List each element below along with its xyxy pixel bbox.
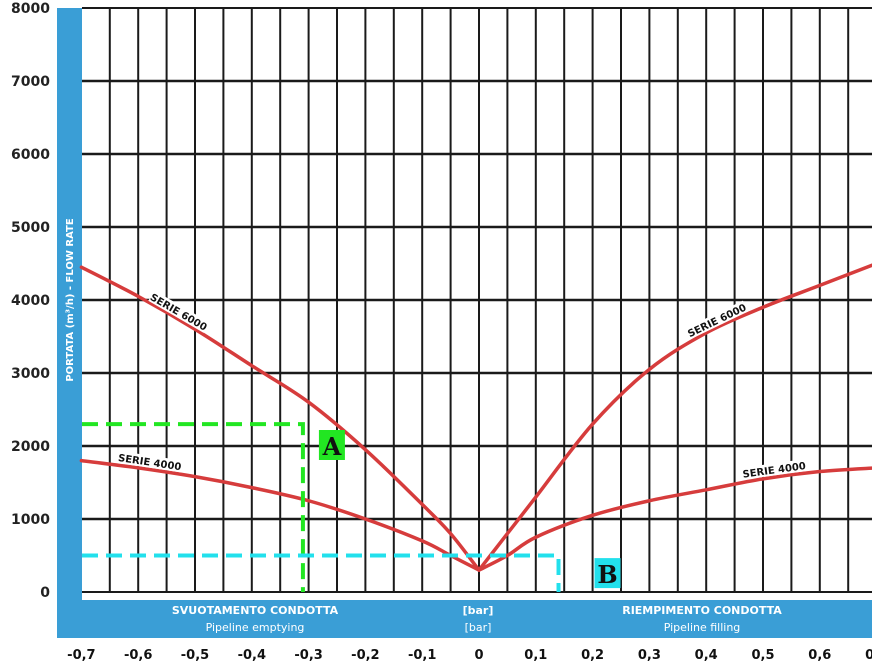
y-axis-title: PORTATA (m³/h) - FLOW RATE bbox=[65, 218, 76, 382]
series-line-serie-6000-emptying bbox=[79, 265, 481, 572]
x-tick-labels: -0,7 -0,6 -0,5 -0,4 -0,3 -0,2 -0,1 0 0,1 0,2 0,3 0,… bbox=[67, 648, 872, 663]
band-center-title: [bar] bbox=[463, 604, 494, 617]
x-tick-label: 0,7 bbox=[865, 648, 872, 663]
annotation-guide-b bbox=[82, 553, 561, 592]
annotation-guides: AB bbox=[82, 422, 621, 592]
annotation-guide-a bbox=[82, 422, 305, 592]
x-tick-label: 0,6 bbox=[808, 648, 831, 663]
x-tick-label: -0,6 bbox=[124, 648, 152, 663]
band-left-title: SVUOTAMENTO CONDOTTA bbox=[172, 604, 339, 617]
annotation-box-a bbox=[318, 430, 345, 460]
y-tick-label: 5000 bbox=[11, 220, 50, 236]
x-tick-label: 0,5 bbox=[751, 648, 774, 663]
annotation-label-b: B bbox=[597, 560, 617, 589]
plot-area bbox=[82, 8, 872, 600]
x-tick-label: 0,1 bbox=[524, 648, 547, 663]
y-tick-label: 6000 bbox=[11, 147, 50, 163]
series-line-serie-4000-emptying bbox=[79, 458, 481, 572]
y-tick-label: 7000 bbox=[11, 74, 50, 90]
y-tick-label: 2000 bbox=[11, 439, 50, 455]
y-axis-blue-bar bbox=[57, 8, 82, 638]
x-tick-label: -0,4 bbox=[238, 648, 266, 663]
y-tick-labels: 0 1000 2000 3000 4000 5000 6000 7000 8000 bbox=[11, 1, 50, 601]
curve-label-background bbox=[148, 290, 210, 333]
x-tick-label: 0,2 bbox=[581, 648, 604, 663]
x-tick-label: -0,7 bbox=[67, 648, 95, 663]
band-center-subtitle: [bar] bbox=[465, 621, 492, 634]
annotation-label-a: A bbox=[322, 432, 342, 461]
band-left-subtitle: Pipeline emptying bbox=[206, 621, 305, 634]
band-right-subtitle: Pipeline filling bbox=[664, 621, 741, 634]
y-tick-label: 4000 bbox=[11, 293, 50, 309]
x-tick-label: -0,3 bbox=[294, 648, 322, 663]
x-tick-label: 0 bbox=[474, 648, 483, 663]
x-tick-label: -0,5 bbox=[181, 648, 209, 663]
x-tick-label: -0,2 bbox=[351, 648, 379, 663]
curve-label-background bbox=[685, 300, 749, 340]
y-tick-label: 3000 bbox=[11, 366, 50, 382]
curve-label-background bbox=[117, 450, 183, 473]
curve-label-background bbox=[741, 459, 807, 480]
series-line-serie-6000-filling bbox=[477, 263, 872, 572]
series-line-serie-4000-filling bbox=[477, 466, 872, 572]
annotation-box-b bbox=[594, 558, 621, 589]
x-tick-label: 0,4 bbox=[695, 648, 718, 663]
band-right-title: RIEMPIMENTO CONDOTTA bbox=[622, 604, 782, 617]
x-tick-label: 0,3 bbox=[638, 648, 661, 663]
x-tick-label: -0,1 bbox=[408, 648, 436, 663]
y-tick-label: 8000 bbox=[11, 1, 50, 17]
y-tick-label: 0 bbox=[40, 585, 50, 601]
x-axis-blue-band bbox=[57, 600, 872, 638]
y-tick-label: 1000 bbox=[11, 512, 50, 528]
